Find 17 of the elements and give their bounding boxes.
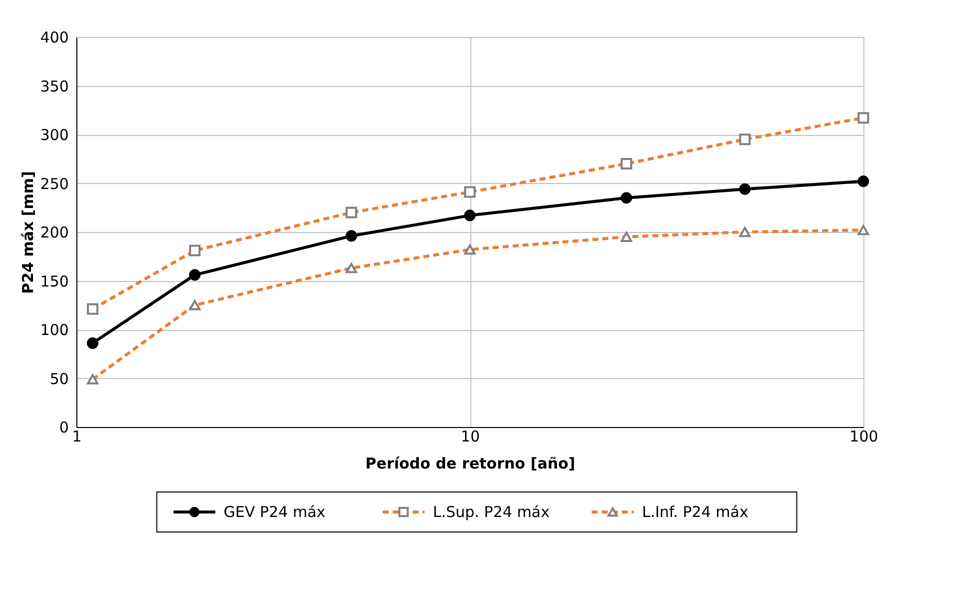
y-tick-label: 350 xyxy=(40,77,69,96)
y-tick-label: 100 xyxy=(40,321,69,339)
legend-label: GEV P24 máx xyxy=(224,503,326,521)
x-tick-label: 1 xyxy=(72,428,82,446)
legend-label: L.Inf. P24 máx xyxy=(642,503,748,521)
x-axis-title: Período de retorno [año] xyxy=(365,454,576,472)
y-tick-label: 250 xyxy=(40,174,69,193)
y-tick-label: 50 xyxy=(50,370,69,388)
y-axis-title: P24 máx [mm] xyxy=(19,171,38,294)
y-tick-label: 150 xyxy=(40,272,69,290)
y-tick-label: 200 xyxy=(40,224,69,242)
x-tick-label: 10 xyxy=(460,428,480,446)
y-tick-label: 0 xyxy=(59,418,69,436)
y-tick-label: 400 xyxy=(40,28,69,46)
y-tick-label: 300 xyxy=(40,126,69,144)
x-tick-label: 100 xyxy=(850,428,878,446)
legend-label: L.Sup. P24 máx xyxy=(432,503,550,521)
